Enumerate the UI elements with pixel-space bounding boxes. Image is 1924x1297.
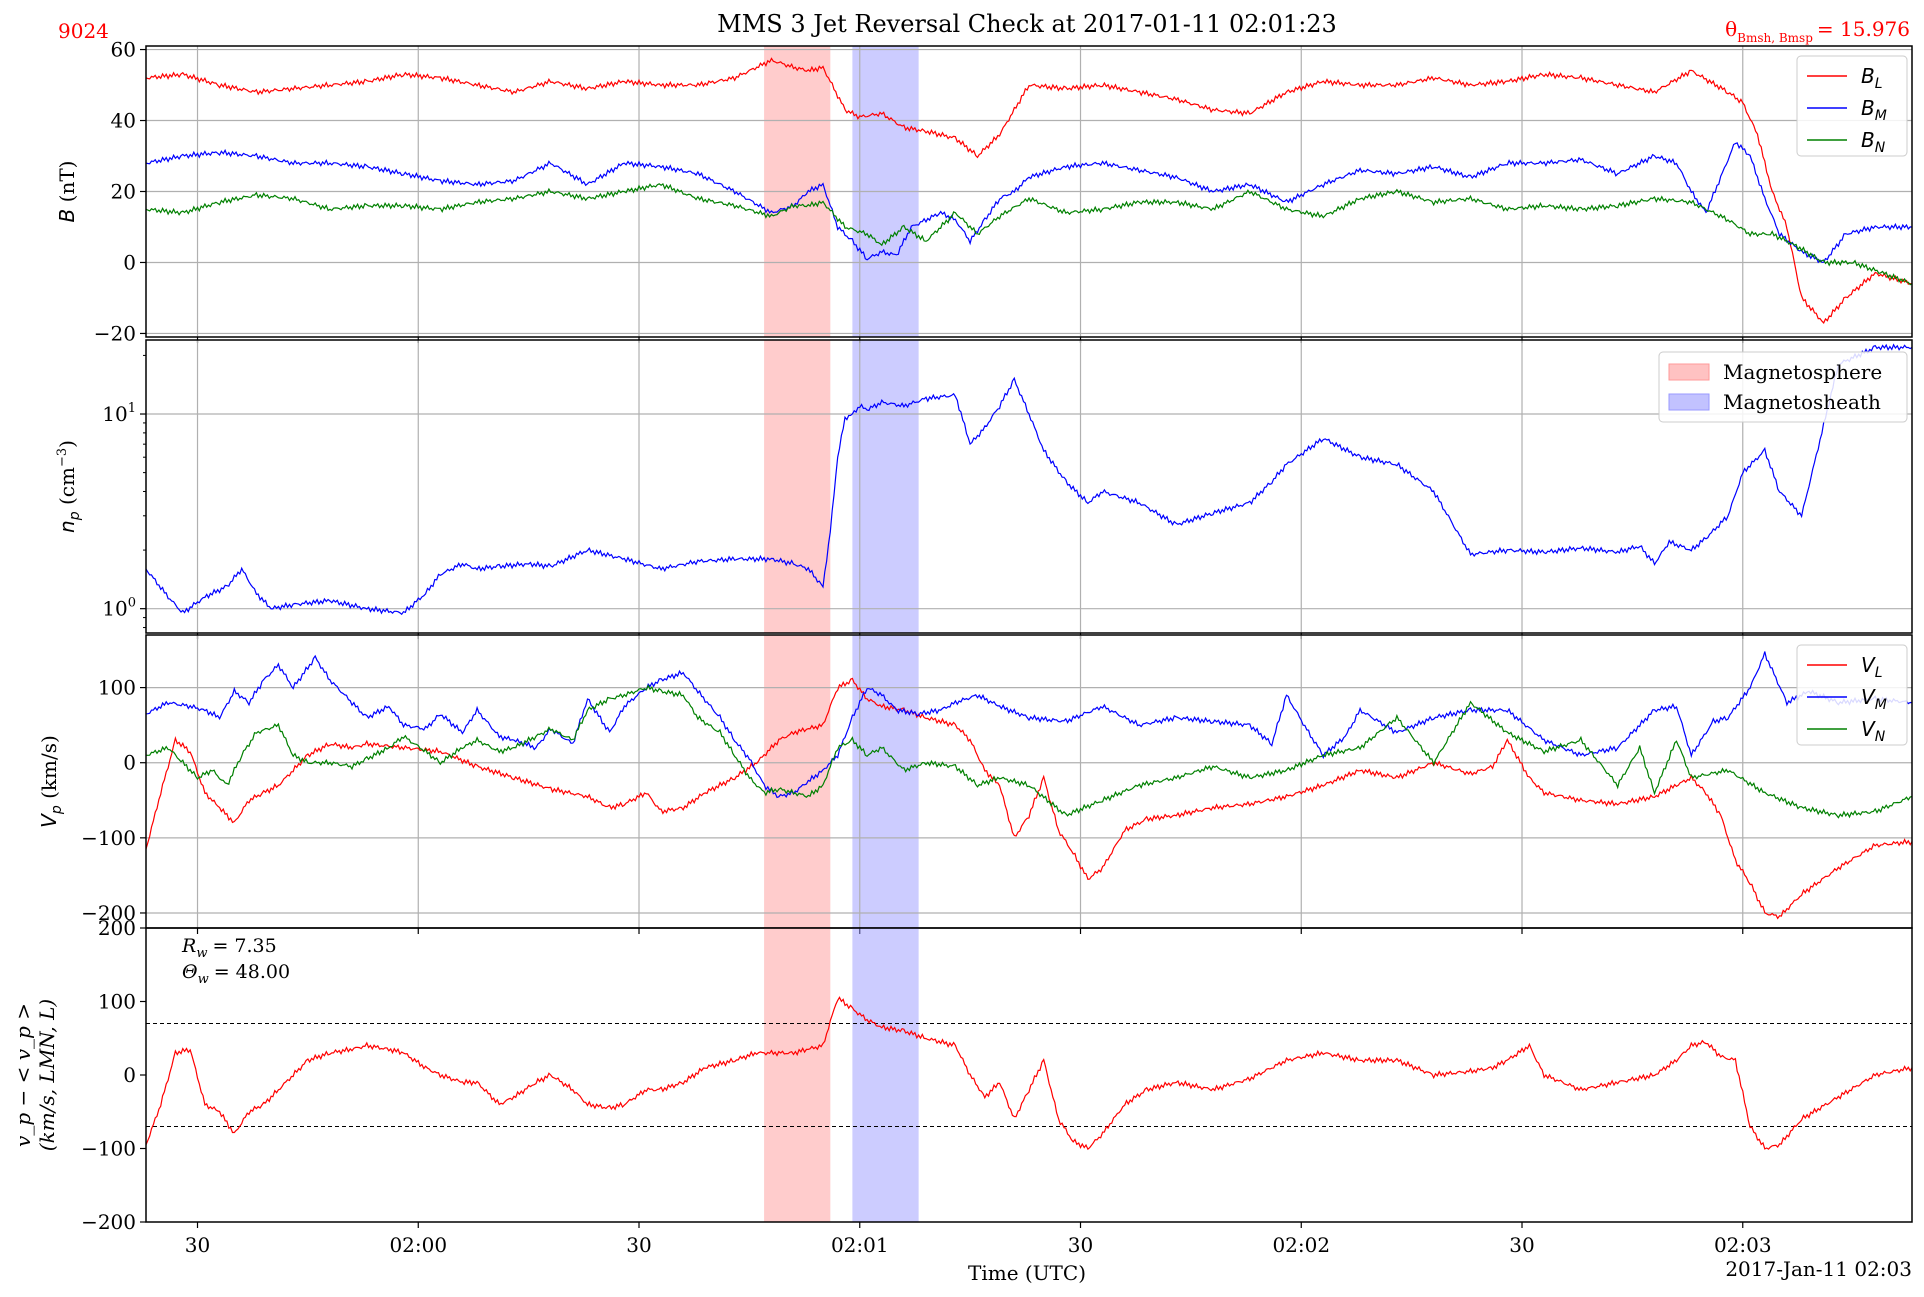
x-tick-label: 30	[1068, 1233, 1093, 1257]
date-label: 2017-Jan-11 02:03	[1725, 1257, 1912, 1281]
y-tick-label: 100	[98, 676, 136, 700]
legend-label-b-l: BL	[1861, 64, 1883, 92]
y-axis-label-line2: (km/s, LMN, L)	[35, 999, 59, 1151]
y-tick-label: −100	[81, 826, 136, 850]
y-axis-label: B (nT)	[55, 161, 79, 223]
series-line-v-l	[146, 677, 1912, 920]
y-tick-label: 20	[111, 180, 136, 204]
thetaw-value: = 48.00	[214, 961, 290, 983]
y-axis-label: Vp (km/s)	[37, 735, 65, 828]
series-line-dv-l	[146, 996, 1912, 1151]
x-tick-label: 30	[1509, 1233, 1534, 1257]
legend-box-velocity	[1796, 644, 1908, 746]
shaded-region-magnetosheath-velocity	[852, 635, 919, 928]
thetaw-symbol: Θ	[182, 961, 198, 983]
theta-label: θBmsh, Bmsp = 15.976	[1725, 17, 1910, 45]
x-tick-label: 30	[626, 1233, 651, 1257]
x-tick-label: 02:01	[831, 1233, 889, 1257]
thetaw-annotation: Θw = 48.00	[182, 961, 290, 987]
shaded-region-magnetosphere-deviation	[764, 928, 831, 1222]
y-tick-label: 100	[102, 596, 136, 621]
legend-box-b	[1796, 55, 1908, 157]
shaded-region-magnetosphere-density	[764, 340, 831, 633]
theta-subscript: Bmsh, Bmsp	[1737, 31, 1813, 45]
legend-swatch-magnetosphere	[1668, 363, 1710, 381]
panel-magnetic-field: −20 0 20 40 60 B (nT) BL BM BN	[55, 38, 1913, 345]
y-tick-label: −100	[81, 1137, 136, 1161]
y-tick-label: −200	[81, 901, 136, 925]
shaded-region-magnetosheath-density	[852, 340, 919, 633]
rw-subscript: w	[196, 946, 207, 961]
y-tick-label: 60	[111, 38, 136, 62]
theta-value: = 15.976	[1817, 17, 1910, 41]
x-tick-label: 02:00	[389, 1233, 447, 1257]
x-tick-label: 02:02	[1272, 1233, 1330, 1257]
legend-label-v-n: VN	[1861, 717, 1886, 745]
shaded-region-magnetosphere-velocity	[764, 635, 831, 928]
figure-title: MMS 3 Jet Reversal Check at 2017-01-11 0…	[717, 10, 1337, 38]
y-tick-label: 0	[123, 1063, 136, 1087]
legend-label-b-m: BM	[1861, 96, 1887, 124]
legend-swatch-magnetosheath	[1668, 393, 1710, 411]
y-axis-label-line1: v_p − < v_p >	[11, 1003, 35, 1147]
rw-value: = 7.35	[212, 935, 276, 957]
y-tick-label: 100	[98, 990, 136, 1014]
y-tick-label: 0	[123, 250, 136, 274]
y-tick-label: −200	[81, 1210, 136, 1234]
series-line-b-m	[146, 142, 1912, 264]
legend-label-magnetosheath: Magnetosheath	[1723, 390, 1881, 414]
series-line-n-p	[146, 343, 1912, 616]
panel-velocity-deviation: −200 −100 0 100 200 30 02:00 30 02:01 30 02:02 30 02…	[11, 916, 1913, 1257]
y-tick-label: 40	[111, 109, 136, 133]
x-tick-label: 30	[185, 1233, 210, 1257]
legend-label-v-m: VM	[1861, 685, 1887, 713]
y-tick-label: 101	[102, 401, 136, 426]
x-tick-label: 02:03	[1714, 1233, 1772, 1257]
y-axis-label: np (cm−3)	[55, 440, 83, 533]
series-line-v-m	[146, 651, 1912, 799]
panel-density: 100 101 np (cm−3) Magnetosphere Magnetosheat…	[55, 339, 1913, 639]
x-axis-label: Time (UTC)	[968, 1261, 1086, 1285]
figure-id-label: 9024	[58, 19, 109, 43]
legend-label-magnetosphere: Magnetosphere	[1723, 360, 1882, 384]
series-line-b-l	[146, 57, 1912, 324]
series-line-b-n	[146, 182, 1912, 286]
rw-annotation: Rw = 7.35	[181, 935, 277, 961]
thetaw-subscript: w	[198, 972, 209, 987]
y-tick-label: 200	[98, 916, 136, 940]
legend-label-b-n: BN	[1861, 128, 1886, 156]
series-line-v-n	[146, 684, 1912, 819]
theta-symbol: θ	[1725, 17, 1737, 41]
rw-symbol: R	[181, 935, 196, 957]
legend-label-v-l: VL	[1861, 653, 1883, 681]
shaded-region-magnetosheath-deviation	[852, 928, 919, 1222]
y-tick-label: −20	[94, 321, 136, 345]
y-tick-label: 0	[123, 751, 136, 775]
legend-box-density	[1658, 351, 1908, 423]
panel-frame-density	[145, 339, 1913, 634]
